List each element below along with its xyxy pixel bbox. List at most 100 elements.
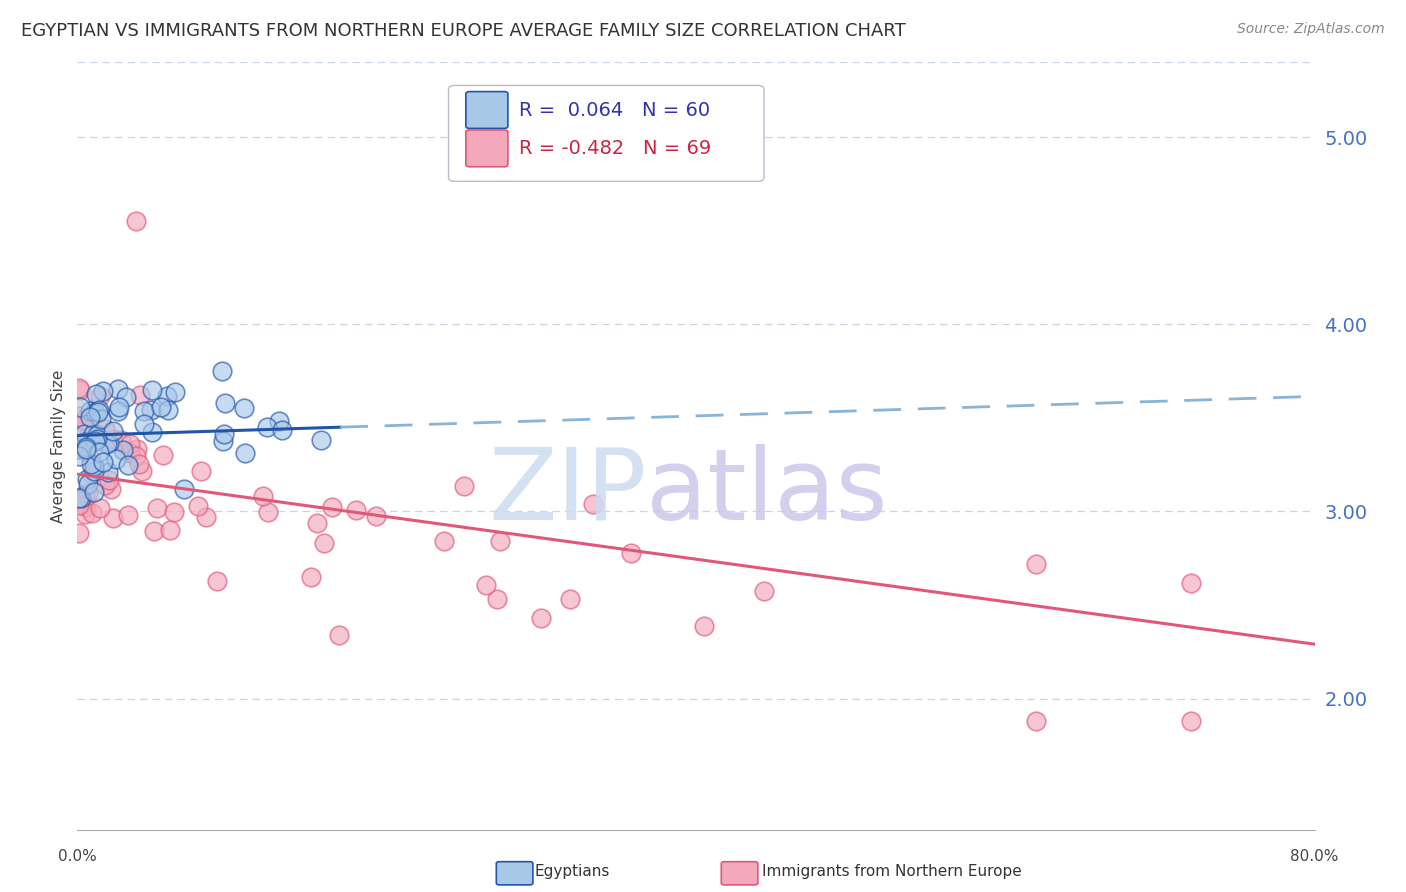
Point bbox=[73, 507, 96, 521]
Point bbox=[76, 477, 98, 491]
Text: 80.0%: 80.0% bbox=[1291, 849, 1339, 863]
Point bbox=[84, 387, 107, 401]
Point bbox=[134, 417, 156, 431]
Point bbox=[73, 486, 96, 500]
Point bbox=[70, 418, 93, 433]
Point bbox=[111, 443, 134, 458]
Point bbox=[692, 619, 714, 633]
Text: ZIP: ZIP bbox=[488, 443, 647, 541]
Text: Source: ZipAtlas.com: Source: ZipAtlas.com bbox=[1237, 22, 1385, 37]
Point bbox=[73, 434, 96, 449]
Point bbox=[84, 405, 107, 419]
Point bbox=[94, 422, 117, 436]
Text: Egyptians: Egyptians bbox=[534, 864, 610, 879]
Point bbox=[110, 433, 132, 447]
Point bbox=[108, 400, 131, 414]
Point bbox=[190, 464, 212, 478]
Point bbox=[141, 383, 163, 397]
Point bbox=[125, 442, 148, 456]
FancyBboxPatch shape bbox=[465, 92, 508, 128]
Point bbox=[67, 381, 90, 395]
Point bbox=[486, 591, 509, 606]
Point bbox=[67, 525, 90, 540]
Point bbox=[77, 485, 100, 500]
Point bbox=[76, 417, 98, 432]
Point bbox=[69, 400, 91, 414]
Point bbox=[173, 482, 195, 496]
Point bbox=[129, 388, 152, 402]
Point bbox=[82, 426, 104, 441]
Point bbox=[620, 546, 643, 560]
Point bbox=[103, 432, 125, 446]
Point bbox=[79, 404, 101, 418]
Point bbox=[128, 457, 150, 471]
Point bbox=[89, 445, 111, 459]
Point bbox=[214, 396, 236, 410]
Point bbox=[143, 524, 166, 538]
Point bbox=[83, 458, 105, 473]
Point bbox=[155, 389, 177, 403]
Point bbox=[89, 389, 111, 403]
Point bbox=[211, 364, 233, 378]
Point bbox=[364, 509, 387, 524]
Point bbox=[270, 423, 292, 437]
Point bbox=[165, 385, 187, 400]
Point bbox=[69, 383, 91, 397]
Point bbox=[205, 574, 228, 588]
Point bbox=[73, 426, 96, 441]
Point bbox=[152, 448, 174, 462]
Y-axis label: Average Family Size: Average Family Size bbox=[51, 369, 66, 523]
Point bbox=[125, 214, 148, 228]
Point bbox=[98, 473, 121, 487]
Point bbox=[98, 436, 121, 450]
Point bbox=[76, 472, 98, 486]
Point bbox=[83, 484, 105, 499]
Text: atlas: atlas bbox=[647, 443, 889, 541]
Point bbox=[489, 534, 512, 549]
Text: R =  0.064   N = 60: R = 0.064 N = 60 bbox=[519, 101, 710, 120]
Point bbox=[80, 467, 103, 481]
Point bbox=[321, 500, 343, 515]
Point bbox=[118, 436, 141, 450]
Point bbox=[75, 500, 97, 514]
Point bbox=[328, 628, 350, 642]
Point bbox=[67, 442, 90, 456]
Point bbox=[96, 436, 118, 450]
Point bbox=[120, 446, 142, 460]
Point bbox=[79, 411, 101, 425]
Point bbox=[67, 409, 90, 424]
Point bbox=[754, 584, 776, 599]
Point bbox=[307, 516, 329, 530]
Point bbox=[1180, 575, 1202, 590]
Point bbox=[107, 404, 129, 418]
Text: 0.0%: 0.0% bbox=[58, 849, 97, 863]
Point bbox=[529, 611, 551, 625]
Point bbox=[187, 499, 209, 513]
Point bbox=[233, 446, 256, 460]
Point bbox=[312, 535, 335, 549]
Point bbox=[453, 479, 475, 493]
Point bbox=[212, 426, 235, 441]
Point bbox=[141, 425, 163, 439]
Point bbox=[146, 501, 169, 516]
Point bbox=[114, 390, 136, 404]
Point bbox=[75, 442, 97, 457]
Point bbox=[73, 413, 96, 427]
Point bbox=[100, 482, 122, 496]
Point bbox=[157, 402, 180, 417]
Point bbox=[67, 449, 90, 463]
Point bbox=[91, 384, 114, 399]
Point bbox=[475, 578, 498, 592]
Point bbox=[1025, 557, 1047, 571]
Point bbox=[211, 434, 233, 448]
Point bbox=[269, 414, 291, 428]
Point bbox=[1180, 714, 1202, 728]
FancyBboxPatch shape bbox=[449, 86, 763, 181]
Point bbox=[90, 412, 112, 426]
Point bbox=[256, 420, 278, 434]
Point bbox=[560, 592, 582, 607]
Point bbox=[132, 403, 155, 417]
Point bbox=[125, 449, 148, 463]
Point bbox=[311, 434, 333, 448]
Text: EGYPTIAN VS IMMIGRANTS FROM NORTHERN EUROPE AVERAGE FAMILY SIZE CORRELATION CHAR: EGYPTIAN VS IMMIGRANTS FROM NORTHERN EUR… bbox=[21, 22, 905, 40]
